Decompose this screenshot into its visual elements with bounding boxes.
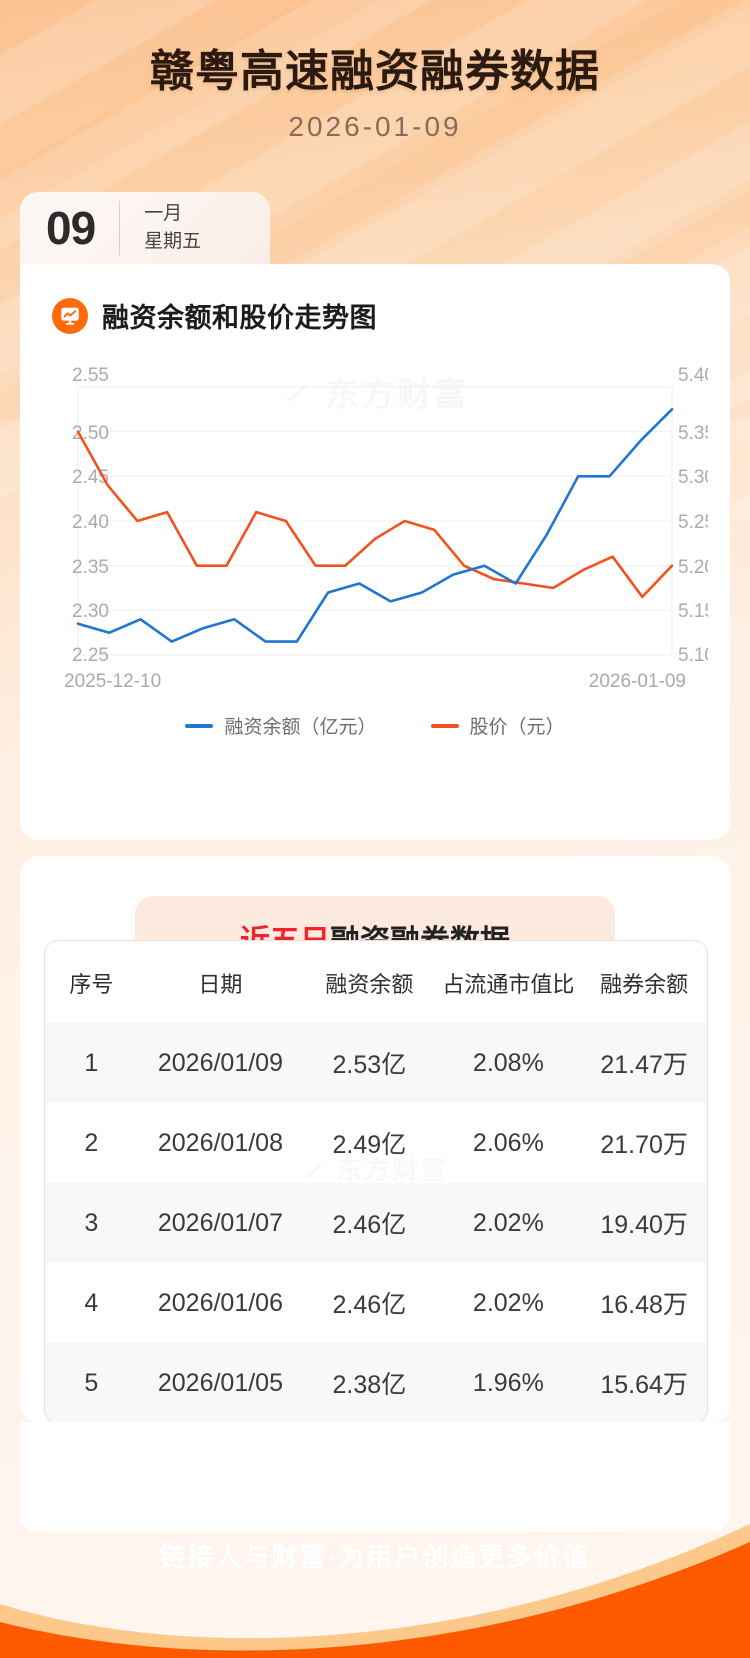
margin-data-table: 序号 日期 融资余额 占流通市值比 融券余额 1 2026/01/09 2.53…: [45, 941, 707, 1423]
cell-margin: 2.38亿: [332, 1371, 407, 1399]
svg-text:5.30: 5.30: [678, 467, 708, 488]
data-table-container: 序号 日期 融资余额 占流通市值比 融券余额 1 2026/01/09 2.53…: [44, 940, 708, 1424]
card-bottom-filler: [20, 1422, 730, 1532]
column-header-index: 序号: [69, 972, 114, 997]
cell-short: 21.70万: [600, 1131, 688, 1159]
cell-index: 2: [84, 1128, 99, 1157]
cell-short: 21.47万: [600, 1051, 688, 1079]
cell-index: 1: [84, 1048, 99, 1077]
date-chip-text: 一月 星期五: [144, 202, 201, 254]
svg-text:2.35: 2.35: [72, 557, 109, 578]
table-row: 4 2026/01/06 2.46亿 2.02% 16.48万: [45, 1263, 707, 1343]
cell-index: 5: [84, 1368, 99, 1397]
date-chip-divider: [119, 201, 121, 255]
table-row: 3 2026/01/07 2.46亿 2.02% 19.40万: [45, 1183, 707, 1263]
column-header-date: 日期: [198, 972, 243, 997]
page-title: 赣粤高速融资融券数据: [150, 47, 600, 96]
svg-text:2.40: 2.40: [72, 512, 109, 533]
svg-text:5.25: 5.25: [678, 512, 708, 533]
cell-short: 19.40万: [600, 1211, 688, 1239]
poster-header: 赣粤高速融资融券数据 2026-01-09: [0, 0, 750, 143]
svg-text:5.20: 5.20: [678, 557, 708, 578]
chart-line-margin: [76, 407, 674, 643]
cell-index: 3: [84, 1208, 99, 1237]
cell-margin: 2.46亿: [332, 1291, 407, 1319]
legend-label-margin: 融资余额（亿元）: [224, 717, 377, 738]
cell-margin: 2.46亿: [332, 1211, 407, 1239]
date-chip-weekday: 星期五: [144, 231, 202, 252]
chart-x-axis: 2025-12-10 2026-01-09: [64, 671, 686, 693]
x-axis-start-label: 2025-12-10: [64, 671, 162, 692]
poster-footer: 链接人与财富·为用户创造更多价值: [0, 1408, 750, 1658]
chart-svg: 2.55 2.50 2.45 2.40 2.35 2.30 2.25 5.40 …: [72, 365, 708, 666]
chart-legend: 融资余额（亿元） 股价（元）: [42, 712, 708, 739]
chart-plot-area: 东方财富 2.55 2.50 2.45 2.40 2.35 2.30 2.25: [42, 361, 708, 751]
cell-ratio: 2.02%: [472, 1288, 544, 1317]
date-chip-day: 09: [46, 202, 96, 254]
legend-item-price: 股价（元）: [430, 712, 565, 739]
column-header-margin: 融资余额: [325, 972, 414, 997]
svg-text:2.30: 2.30: [72, 601, 109, 622]
date-chip-month: 一月: [144, 203, 183, 225]
svg-text:5.15: 5.15: [678, 601, 708, 622]
chart-card: 融资余额和股价走势图 东方财富 2.55 2.50: [20, 264, 730, 840]
cell-date: 2026/01/08: [157, 1128, 283, 1157]
cell-ratio: 2.08%: [472, 1048, 544, 1077]
cell-index: 4: [84, 1288, 99, 1317]
cell-ratio: 2.02%: [472, 1208, 544, 1237]
svg-text:5.40: 5.40: [678, 365, 708, 386]
legend-item-margin: 融资余额（亿元）: [185, 712, 377, 739]
chart-card-title: 融资余额和股价走势图: [102, 303, 377, 333]
column-header-ratio: 占流通市值比: [442, 972, 575, 997]
cell-ratio: 2.06%: [472, 1128, 544, 1157]
page-subtitle-date: 2026-01-09: [288, 111, 462, 142]
table-row: 1 2026/01/09 2.53亿 2.08% 21.47万: [45, 1023, 707, 1103]
x-axis-end-label: 2026-01-09: [588, 671, 686, 692]
legend-swatch-price: [430, 723, 459, 728]
legend-swatch-margin: [185, 723, 214, 728]
svg-text:5.10: 5.10: [678, 645, 708, 666]
cell-margin: 2.53亿: [332, 1051, 407, 1079]
cell-short: 16.48万: [600, 1291, 688, 1319]
footer-wave: [0, 1524, 750, 1658]
date-chip: 09 一月 星期五: [20, 192, 270, 264]
cell-date: 2026/01/05: [157, 1368, 283, 1397]
chart-card-header: 融资余额和股价走势图: [20, 264, 730, 335]
table-row: 5 2026/01/05 2.38亿 1.96% 15.64万: [45, 1343, 707, 1423]
table-row: 2 2026/01/08 2.49亿 2.06% 21.70万: [45, 1103, 707, 1183]
cell-date: 2026/01/07: [157, 1208, 283, 1237]
column-header-short: 融券余额: [600, 972, 689, 997]
footer-slogan: 链接人与财富·为用户创造更多价值: [159, 1542, 591, 1572]
cell-date: 2026/01/06: [157, 1288, 283, 1317]
chart-line-price: [76, 430, 674, 599]
cell-margin: 2.49亿: [332, 1131, 407, 1159]
cell-short: 15.64万: [600, 1371, 688, 1399]
legend-label-price: 股价（元）: [469, 717, 565, 738]
cell-date: 2026/01/09: [157, 1048, 283, 1077]
svg-text:5.35: 5.35: [678, 423, 708, 444]
svg-text:2.55: 2.55: [72, 365, 109, 386]
chart-monitor-icon: [52, 297, 88, 334]
table-header-row: 序号 日期 融资余额 占流通市值比 融券余额: [45, 941, 707, 1023]
cell-ratio: 1.96%: [472, 1368, 544, 1397]
svg-text:2.25: 2.25: [72, 645, 109, 666]
